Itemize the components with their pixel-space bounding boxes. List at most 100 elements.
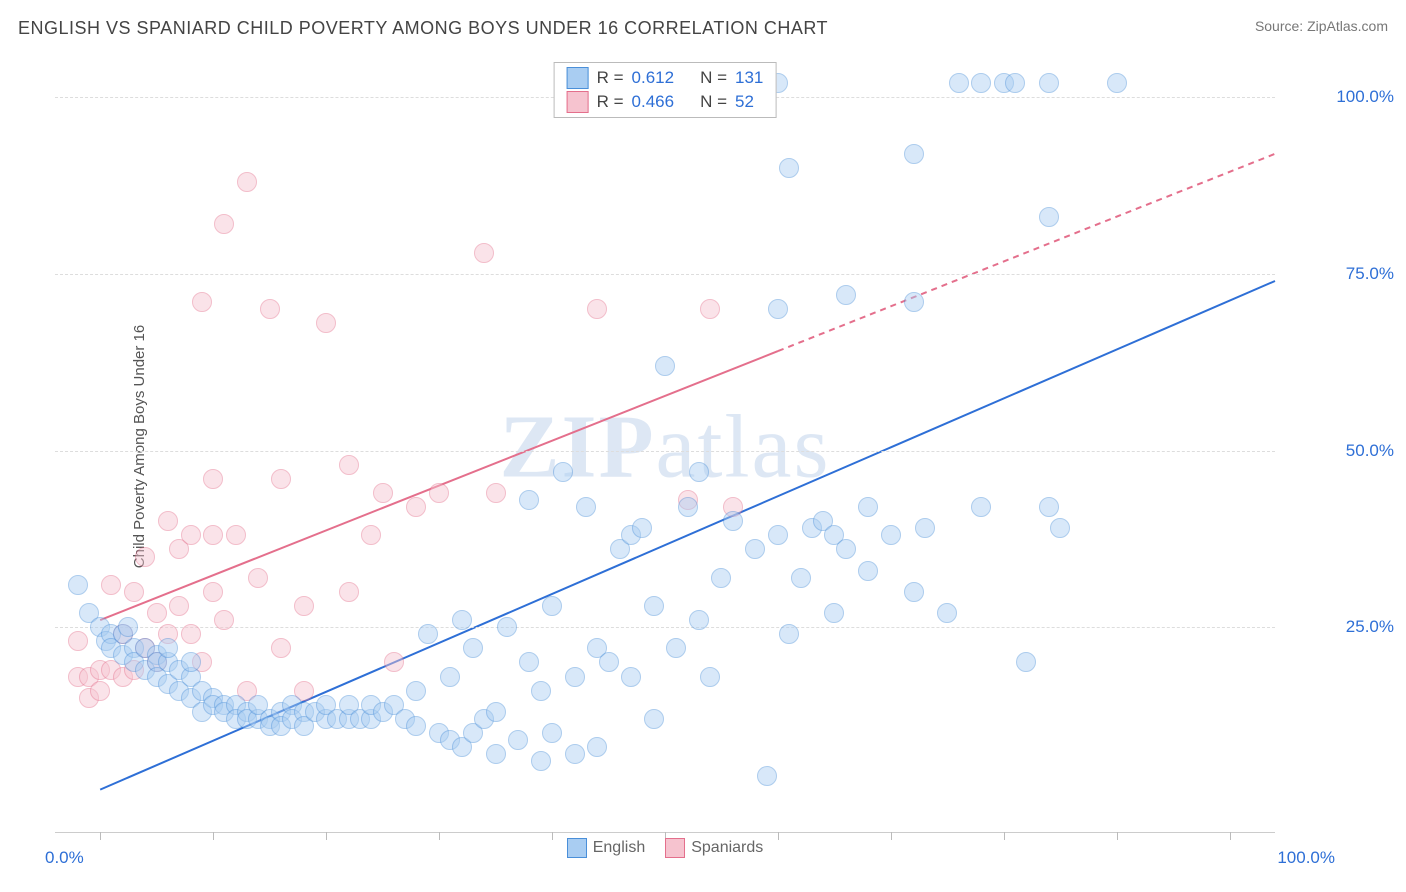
scatter-point-spaniards xyxy=(429,483,449,503)
scatter-point-english xyxy=(621,667,641,687)
scatter-point-spaniards xyxy=(384,652,404,672)
source-name: ZipAtlas.com xyxy=(1307,18,1388,34)
grid-line xyxy=(55,451,1275,452)
scatter-point-english xyxy=(531,681,551,701)
scatter-point-english xyxy=(440,667,460,687)
scatter-point-english xyxy=(666,638,686,658)
scatter-point-english xyxy=(1039,207,1059,227)
scatter-point-spaniards xyxy=(158,511,178,531)
scatter-point-english xyxy=(904,582,924,602)
plot-area: ZIPatlas R = 0.612 N = 131 R = 0.466 N =… xyxy=(55,62,1275,833)
scatter-point-spaniards xyxy=(226,525,246,545)
scatter-point-spaniards xyxy=(203,469,223,489)
scatter-point-english xyxy=(599,652,619,672)
scatter-point-english xyxy=(949,73,969,93)
scatter-point-english xyxy=(768,299,788,319)
scatter-point-english xyxy=(689,610,709,630)
scatter-point-english xyxy=(418,624,438,644)
y-tick-label: 50.0% xyxy=(1346,441,1394,461)
scatter-point-english xyxy=(745,539,765,559)
swatch-english xyxy=(567,67,589,89)
scatter-point-english xyxy=(406,716,426,736)
scatter-point-spaniards xyxy=(339,582,359,602)
scatter-point-english xyxy=(158,638,178,658)
scatter-point-english xyxy=(1016,652,1036,672)
scatter-point-spaniards xyxy=(406,497,426,517)
scatter-point-english xyxy=(553,462,573,482)
scatter-point-english xyxy=(644,709,664,729)
n-label-spaniards: N = xyxy=(700,92,727,112)
scatter-point-english xyxy=(1039,73,1059,93)
x-max-label: 100.0% xyxy=(1277,848,1335,868)
scatter-point-spaniards xyxy=(192,292,212,312)
y-tick-label: 100.0% xyxy=(1336,87,1394,107)
legend-stats: R = 0.612 N = 131 R = 0.466 N = 52 xyxy=(554,62,777,118)
scatter-point-english xyxy=(757,766,777,786)
scatter-point-english xyxy=(678,497,698,517)
scatter-point-english xyxy=(915,518,935,538)
scatter-point-english xyxy=(463,638,483,658)
scatter-point-english xyxy=(565,667,585,687)
scatter-point-spaniards xyxy=(339,455,359,475)
scatter-point-english xyxy=(587,737,607,757)
scatter-point-english xyxy=(118,617,138,637)
scatter-point-spaniards xyxy=(373,483,393,503)
scatter-point-english xyxy=(1107,73,1127,93)
source: Source: ZipAtlas.com xyxy=(1255,18,1388,34)
scatter-point-spaniards xyxy=(214,610,234,630)
scatter-point-english xyxy=(542,596,562,616)
scatter-point-spaniards xyxy=(181,525,201,545)
scatter-point-english xyxy=(519,490,539,510)
n-value-spaniards: 52 xyxy=(735,92,754,112)
scatter-point-spaniards xyxy=(181,624,201,644)
scatter-point-english xyxy=(768,525,788,545)
legend-stats-row-spaniards: R = 0.466 N = 52 xyxy=(567,91,764,113)
scatter-point-spaniards xyxy=(90,681,110,701)
n-label-english: N = xyxy=(700,68,727,88)
y-tick-label: 25.0% xyxy=(1346,617,1394,637)
scatter-point-english xyxy=(904,292,924,312)
scatter-point-english xyxy=(700,667,720,687)
r-value-english: 0.612 xyxy=(632,68,675,88)
scatter-point-spaniards xyxy=(474,243,494,263)
scatter-point-english xyxy=(644,596,664,616)
legend-stats-row-english: R = 0.612 N = 131 xyxy=(567,67,764,89)
scatter-point-spaniards xyxy=(68,631,88,651)
scatter-point-spaniards xyxy=(271,638,291,658)
r-label-spaniards: R = xyxy=(597,92,624,112)
scatter-point-english xyxy=(1005,73,1025,93)
scatter-point-spaniards xyxy=(169,596,189,616)
legend-label-spaniards: Spaniards xyxy=(691,839,763,857)
scatter-point-english xyxy=(971,73,991,93)
scatter-point-spaniards xyxy=(486,483,506,503)
scatter-point-english xyxy=(486,744,506,764)
scatter-point-spaniards xyxy=(147,603,167,623)
scatter-point-spaniards xyxy=(203,525,223,545)
scatter-point-english xyxy=(542,723,562,743)
scatter-point-english xyxy=(181,652,201,672)
scatter-point-spaniards xyxy=(316,313,336,333)
legend-label-english: English xyxy=(593,839,645,857)
scatter-point-english xyxy=(519,652,539,672)
scatter-point-spaniards xyxy=(361,525,381,545)
scatter-point-english xyxy=(779,158,799,178)
scatter-point-spaniards xyxy=(214,214,234,234)
scatter-point-english xyxy=(858,497,878,517)
scatter-point-english xyxy=(971,497,991,517)
r-label-english: R = xyxy=(597,68,624,88)
scatter-point-english xyxy=(1050,518,1070,538)
scatter-point-english xyxy=(68,575,88,595)
scatter-point-english xyxy=(881,525,901,545)
trend-line xyxy=(778,154,1275,351)
scatter-point-english xyxy=(836,539,856,559)
scatter-point-spaniards xyxy=(294,596,314,616)
scatter-point-spaniards xyxy=(248,568,268,588)
scatter-point-spaniards xyxy=(101,575,121,595)
scatter-point-english xyxy=(779,624,799,644)
scatter-point-spaniards xyxy=(271,469,291,489)
scatter-point-english xyxy=(576,497,596,517)
scatter-point-english xyxy=(486,702,506,722)
scatter-point-spaniards xyxy=(203,582,223,602)
scatter-point-english xyxy=(632,518,652,538)
grid-line xyxy=(55,274,1275,275)
